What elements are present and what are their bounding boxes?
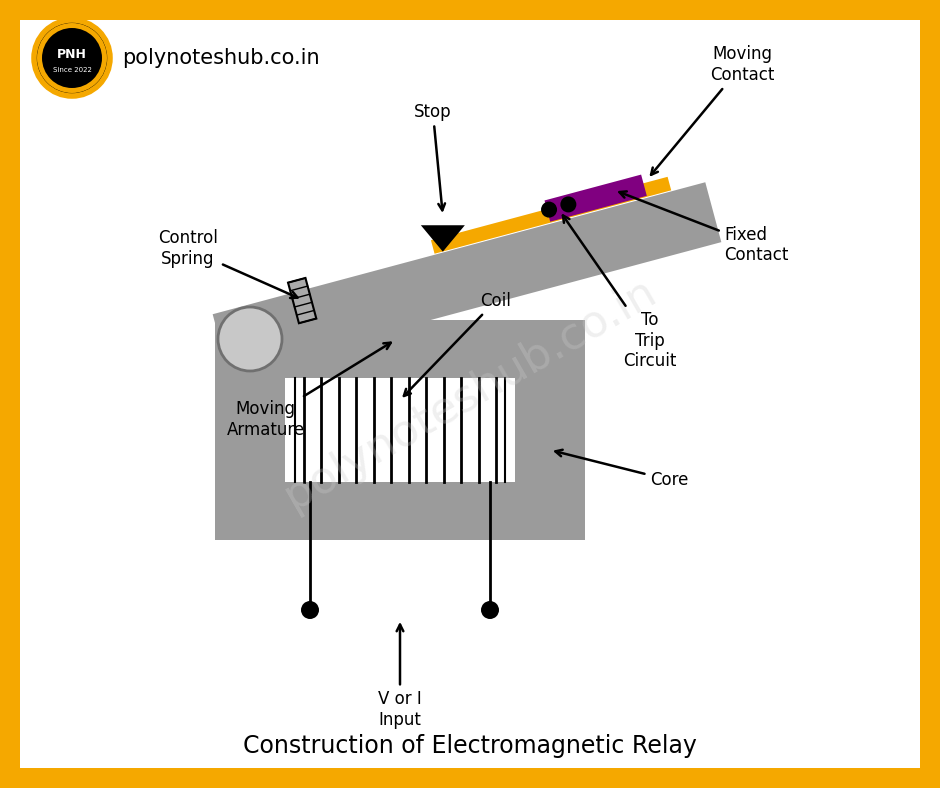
Polygon shape (288, 278, 316, 323)
Bar (215, 320, 585, 378)
Circle shape (560, 196, 576, 213)
Bar (515, 320, 585, 540)
Text: Fixed
Contact: Fixed Contact (619, 191, 789, 265)
Text: Stop: Stop (414, 103, 451, 210)
Text: Since 2022: Since 2022 (53, 67, 91, 73)
Polygon shape (421, 225, 465, 251)
Polygon shape (431, 177, 671, 254)
Text: Moving
Armature: Moving Armature (227, 343, 391, 439)
Bar (215, 482, 585, 540)
Text: PNH: PNH (57, 47, 86, 61)
Circle shape (301, 601, 319, 619)
Text: Construction of Electromagnetic Relay: Construction of Electromagnetic Relay (243, 734, 697, 758)
Text: To
Trip
Circuit: To Trip Circuit (563, 215, 677, 370)
Bar (215, 320, 285, 540)
Circle shape (541, 202, 557, 217)
Circle shape (481, 601, 499, 619)
Polygon shape (212, 182, 721, 374)
Text: Moving
Contact: Moving Contact (651, 45, 775, 175)
Text: Control
Spring: Control Spring (158, 229, 298, 298)
Text: V or I
Input: V or I Input (378, 625, 422, 729)
Circle shape (42, 28, 102, 88)
Text: polynoteshub.co.in: polynoteshub.co.in (276, 269, 664, 519)
Text: Core: Core (556, 450, 688, 489)
Polygon shape (544, 175, 647, 221)
Circle shape (37, 23, 107, 93)
Circle shape (34, 20, 110, 96)
Circle shape (218, 307, 282, 371)
Text: Coil: Coil (404, 292, 510, 396)
Text: polynoteshub.co.in: polynoteshub.co.in (122, 48, 320, 68)
